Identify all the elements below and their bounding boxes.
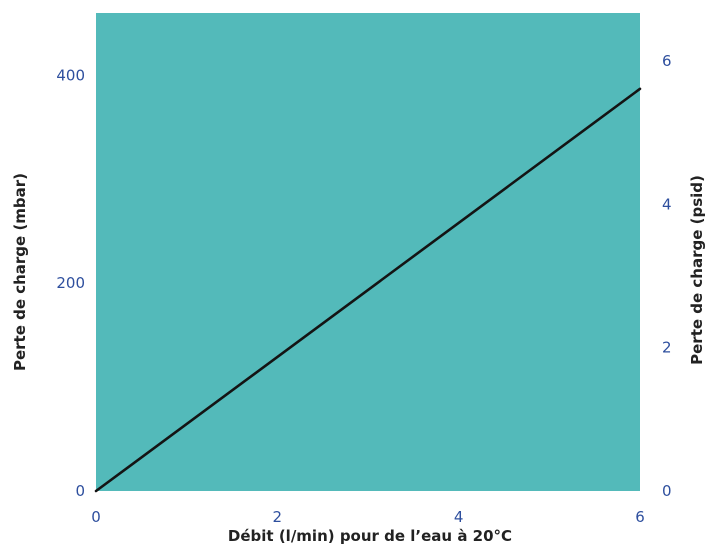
y2-tick-label: 0 [662, 482, 672, 500]
series-line [94, 87, 642, 493]
y-tick-label: 200 [56, 274, 85, 292]
y2-tick-label: 2 [662, 339, 672, 357]
series-layer [94, 87, 642, 493]
x-tick-label: 0 [91, 508, 101, 526]
right-axis-ticks: 0 2 4 6 [662, 52, 672, 500]
y-tick-label: 400 [56, 66, 85, 84]
plot-area [96, 13, 640, 491]
x-tick-label: 4 [454, 508, 464, 526]
x-axis-title: Débit (l/min) pour de l’eau à 20°C [228, 527, 512, 545]
y2-axis-title: Perte de charge (psid) [688, 175, 706, 365]
left-axis-ticks: 0 200 400 [56, 66, 85, 500]
x-axis-ticks: 0 2 4 6 [91, 508, 645, 526]
y-axis-title: Perte de charge (mbar) [11, 173, 29, 371]
y-tick-label: 0 [75, 482, 85, 500]
x-tick-label: 2 [273, 508, 283, 526]
y2-tick-label: 6 [662, 52, 672, 70]
x-tick-label: 6 [635, 508, 645, 526]
y2-tick-label: 4 [662, 195, 672, 213]
